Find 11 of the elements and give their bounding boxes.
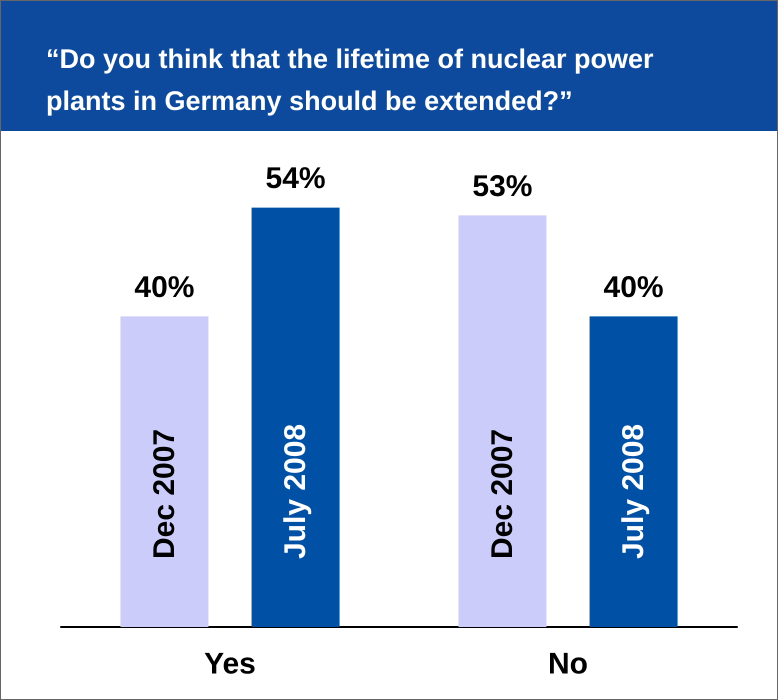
x-tick-label: No <box>548 648 588 680</box>
x-tick-label: Yes <box>204 648 256 680</box>
text: July 2008 <box>617 424 650 559</box>
series-label: Dec 2007 <box>148 428 181 559</box>
text: Dec 2007 <box>486 428 519 559</box>
chart-title: “Do you think that the lifetime of nuclear power plants in Germany should be extended?” <box>46 44 662 116</box>
data-label: 54% <box>266 162 326 196</box>
data-label: 40% <box>134 270 194 304</box>
data-label: 40% <box>604 270 664 304</box>
data-label: 53% <box>472 170 532 203</box>
series-label: July 2008 <box>279 424 312 559</box>
